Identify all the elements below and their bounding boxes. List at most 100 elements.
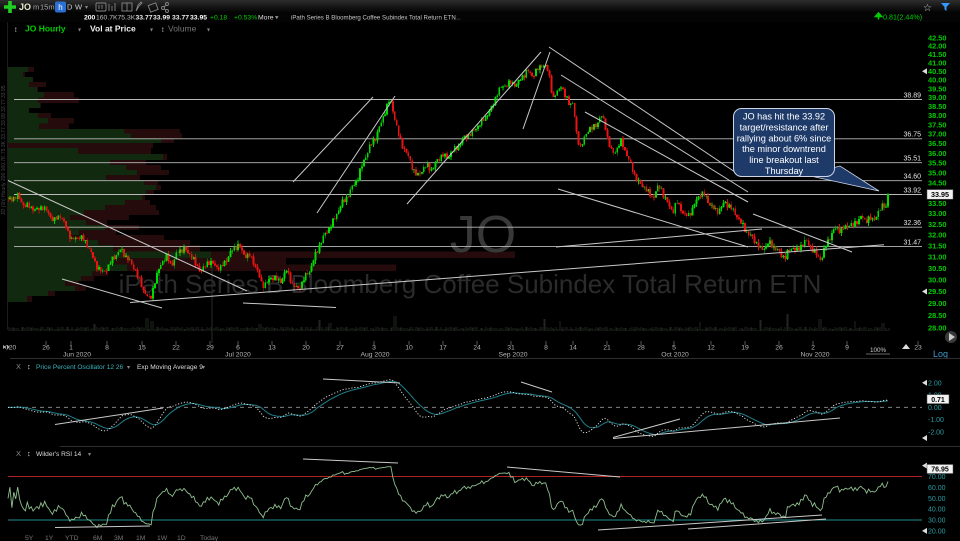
- svg-text:5Y: 5Y: [25, 535, 34, 541]
- svg-text:38.50: 38.50: [928, 102, 947, 111]
- svg-text:Oct 2020: Oct 2020: [661, 352, 689, 359]
- svg-text:200: 200: [84, 15, 96, 22]
- svg-text:5: 5: [672, 345, 676, 352]
- svg-text:Wilder's RSI 14: Wilder's RSI 14: [36, 451, 82, 458]
- svg-text:Volume: Volume: [168, 24, 197, 34]
- svg-text:60.00: 60.00: [928, 485, 946, 492]
- svg-text:41.50: 41.50: [928, 50, 947, 59]
- svg-text:35.51: 35.51: [903, 156, 921, 163]
- svg-text:13: 13: [268, 345, 276, 352]
- svg-text:38.00: 38.00: [928, 111, 947, 120]
- svg-text:33.50: 33.50: [928, 199, 947, 208]
- svg-text:40.00: 40.00: [928, 76, 947, 85]
- svg-text:76.95: 76.95: [931, 467, 949, 474]
- svg-text:22: 22: [172, 345, 180, 352]
- svg-text:32.36: 32.36: [903, 220, 921, 227]
- svg-text:37.00: 37.00: [928, 130, 947, 139]
- svg-text:More: More: [258, 15, 274, 22]
- svg-text:160.7K: 160.7K: [96, 15, 118, 22]
- svg-text:Vol at Price: Vol at Price: [90, 24, 136, 34]
- svg-text:24: 24: [473, 345, 481, 352]
- svg-text:30.50: 30.50: [928, 264, 947, 273]
- svg-text:Aug 2020: Aug 2020: [360, 352, 389, 359]
- svg-text:JO (1h) Hourly 200 160.7K 75.3: JO (1h) Hourly 200 160.7K 75.3K 33.77 33…: [1, 85, 7, 215]
- svg-text:-1.00: -1.00: [928, 417, 944, 424]
- svg-text:▾: ▾: [85, 5, 88, 11]
- svg-text:▾: ▾: [275, 15, 279, 22]
- svg-text:15m: 15m: [40, 3, 55, 12]
- svg-text:Sep 2020: Sep 2020: [498, 352, 527, 359]
- svg-text:38.89: 38.89: [903, 92, 921, 99]
- svg-text:34.60: 34.60: [903, 174, 921, 181]
- svg-text:1M: 1M: [136, 535, 146, 541]
- svg-text:W: W: [75, 3, 83, 12]
- svg-text:Today: Today: [200, 535, 219, 541]
- svg-text:3: 3: [372, 345, 376, 352]
- svg-text:the minor downtrend: the minor downtrend: [742, 144, 826, 154]
- svg-text:▾: ▾: [150, 28, 153, 34]
- svg-text:2.00: 2.00: [928, 380, 942, 387]
- svg-text:31.00: 31.00: [928, 253, 947, 262]
- svg-text:20: 20: [302, 345, 310, 352]
- svg-text:14: 14: [569, 345, 577, 352]
- svg-text:JO: JO: [19, 2, 31, 12]
- svg-text:15: 15: [138, 345, 146, 352]
- svg-text:32.50: 32.50: [928, 220, 947, 229]
- svg-text:41.00: 41.00: [928, 58, 947, 67]
- svg-text:36.50: 36.50: [928, 139, 947, 148]
- svg-text:1D: 1D: [177, 535, 186, 541]
- svg-text:...: ...: [455, 15, 461, 22]
- svg-text:iPath Series B Bloomberg Coffe: iPath Series B Bloomberg Coffee Subindex…: [119, 269, 822, 299]
- svg-text:6: 6: [236, 345, 240, 352]
- svg-text:26: 26: [42, 345, 50, 352]
- svg-text:JO has hit the 33.92: JO has hit the 33.92: [743, 112, 825, 122]
- svg-text:28.00: 28.00: [928, 323, 947, 332]
- svg-text:Jun 2020: Jun 2020: [63, 352, 91, 359]
- svg-text:40.00: 40.00: [928, 507, 946, 514]
- svg-text:75.3K: 75.3K: [118, 15, 136, 22]
- svg-text:1: 1: [69, 345, 73, 352]
- svg-text:10: 10: [405, 345, 413, 352]
- svg-text:23: 23: [914, 345, 922, 352]
- svg-text:3M: 3M: [114, 535, 124, 541]
- svg-text:X: X: [16, 449, 21, 458]
- svg-text:1Y: 1Y: [45, 535, 54, 541]
- svg-text:70.00: 70.00: [928, 474, 946, 481]
- svg-text:31.47: 31.47: [903, 239, 921, 246]
- svg-text:0.81(2.44%): 0.81(2.44%): [883, 13, 922, 22]
- svg-text:YTD: YTD: [65, 535, 79, 541]
- svg-text:8: 8: [544, 345, 548, 352]
- svg-text:33.95: 33.95: [931, 190, 949, 199]
- svg-text:rallying about 6% since: rallying about 6% since: [737, 133, 831, 143]
- svg-text:6M: 6M: [93, 535, 103, 541]
- svg-text:28.50: 28.50: [928, 311, 947, 320]
- svg-text:↕: ↕: [27, 449, 31, 458]
- svg-text:iPath Series B Bloomberg Coffe: iPath Series B Bloomberg Coffee Subindex…: [291, 15, 456, 22]
- svg-text:37.50: 37.50: [928, 120, 947, 129]
- svg-text:33.92: 33.92: [903, 187, 921, 194]
- svg-text:32.00: 32.00: [928, 231, 947, 240]
- svg-text:29: 29: [206, 345, 214, 352]
- svg-text:33.77: 33.77: [136, 15, 153, 22]
- svg-text:☆: ☆: [923, 3, 932, 14]
- svg-text:target/resistance after: target/resistance after: [740, 122, 829, 132]
- svg-text:40.50: 40.50: [928, 67, 947, 76]
- svg-text:m: m: [33, 3, 39, 12]
- svg-text:9: 9: [845, 345, 849, 352]
- svg-text:39.50: 39.50: [928, 84, 947, 93]
- svg-text:2: 2: [811, 345, 815, 352]
- svg-text:Nov 2020: Nov 2020: [800, 352, 829, 359]
- svg-text:8: 8: [105, 345, 109, 352]
- svg-text:Price Percent Oscillator 12 26: Price Percent Oscillator 12 26: [36, 364, 124, 371]
- svg-text:▾: ▾: [202, 365, 205, 371]
- svg-text:X: X: [16, 362, 21, 371]
- svg-text:1W: 1W: [157, 535, 168, 541]
- svg-text:30.00: 30.00: [928, 276, 947, 285]
- svg-text:↕: ↕: [161, 25, 165, 34]
- svg-text:33.95: 33.95: [190, 15, 207, 22]
- svg-text:21: 21: [603, 345, 611, 352]
- svg-text:30.00: 30.00: [928, 518, 946, 525]
- svg-text:▾: ▾: [78, 28, 81, 34]
- svg-text:Log: Log: [933, 349, 948, 359]
- svg-text:34.50: 34.50: [928, 178, 947, 187]
